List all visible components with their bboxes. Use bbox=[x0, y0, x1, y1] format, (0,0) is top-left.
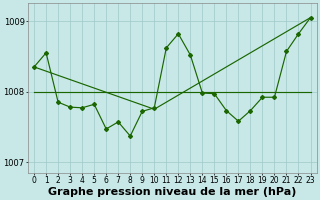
X-axis label: Graphe pression niveau de la mer (hPa): Graphe pression niveau de la mer (hPa) bbox=[48, 187, 297, 197]
